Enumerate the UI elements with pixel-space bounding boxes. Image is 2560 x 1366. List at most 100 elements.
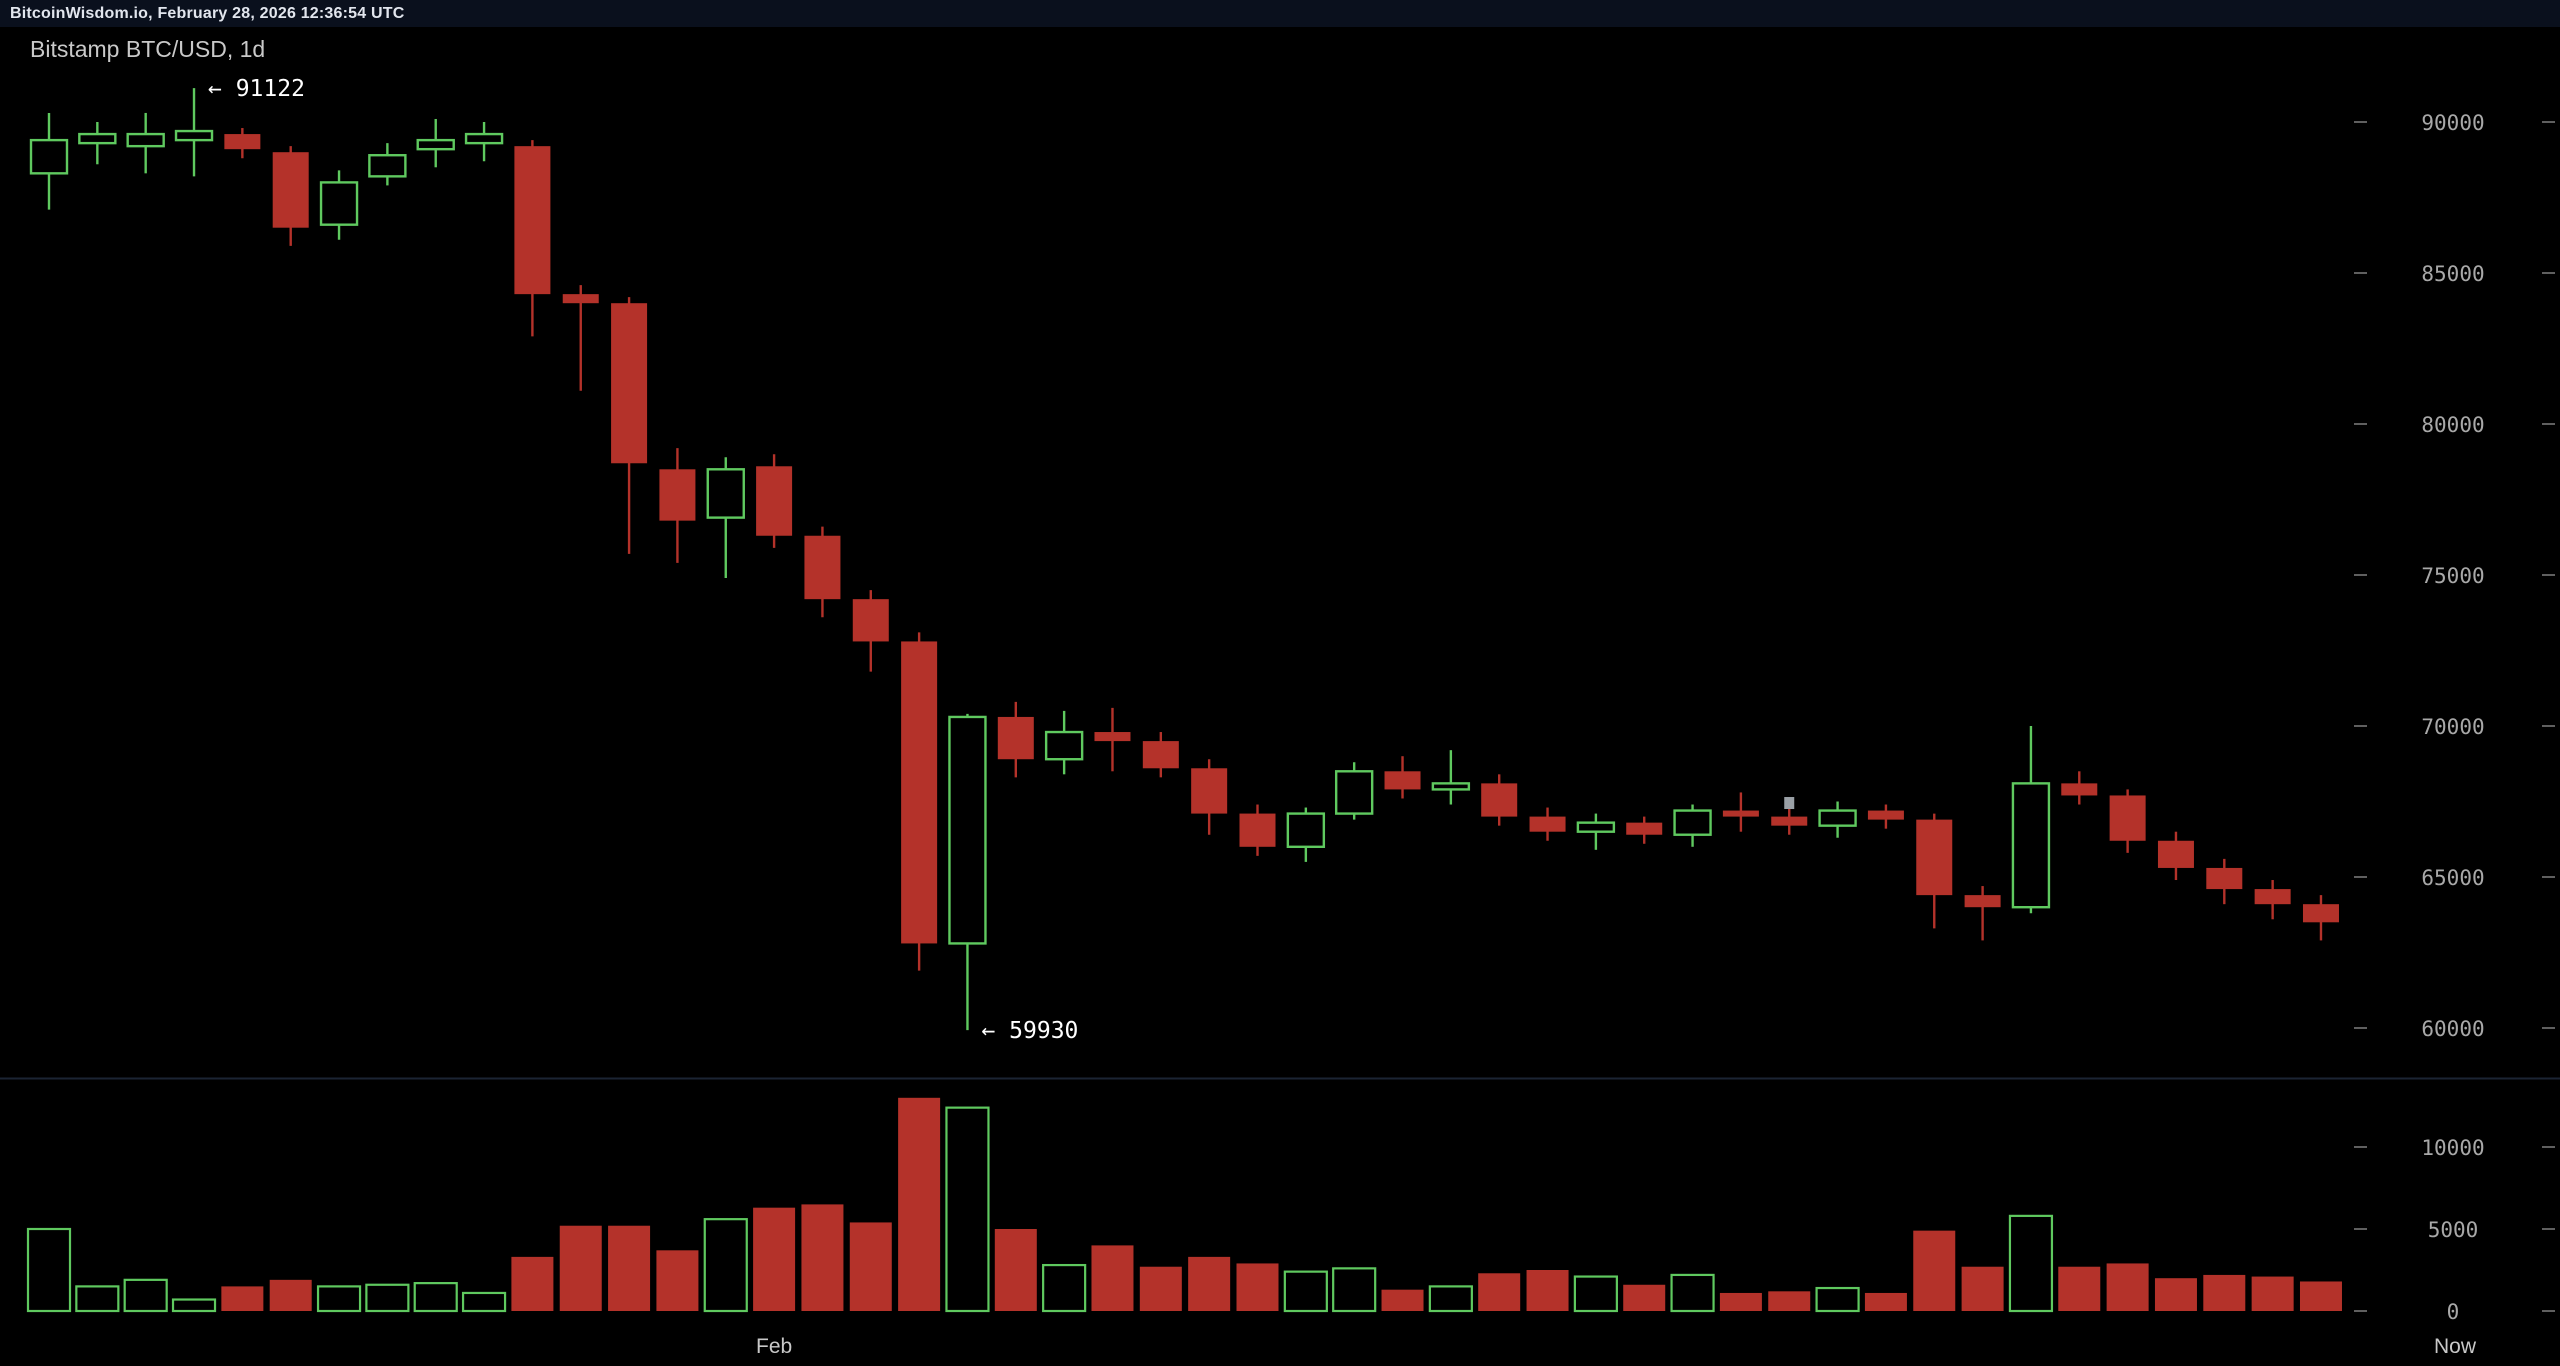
high-price-annotation: ← 91122 — [208, 76, 305, 102]
candle-body — [852, 599, 889, 642]
volume-bar — [413, 1282, 458, 1313]
candle-body — [1964, 895, 2001, 908]
candle-body — [1142, 741, 1179, 769]
candle-body — [272, 152, 309, 228]
volume-bar — [1526, 1270, 1569, 1311]
volume-bar — [1864, 1292, 1907, 1311]
xaxis-now-label: Now — [2434, 1335, 2477, 1358]
candle-body — [464, 132, 504, 145]
volume-bar — [269, 1279, 312, 1311]
candle-body — [1626, 822, 1663, 835]
volume-bar — [365, 1283, 410, 1313]
price-tick-label: 80000 — [2421, 413, 2484, 437]
candle-body — [319, 181, 359, 226]
volume-bar — [2106, 1263, 2149, 1311]
volume-bar — [994, 1229, 1037, 1311]
price-tick-label: 70000 — [2421, 715, 2484, 739]
candle-body — [1916, 819, 1953, 896]
volume-bar — [26, 1227, 72, 1313]
volume-bar — [2203, 1274, 2246, 1311]
candle-body — [2109, 795, 2146, 841]
candle-body — [1818, 809, 1857, 827]
candle-body — [706, 468, 745, 519]
candle-body — [2302, 904, 2339, 923]
volume-bar — [753, 1207, 796, 1311]
candle-body — [1384, 771, 1421, 790]
volume-bar — [1283, 1270, 1328, 1313]
candle-body — [416, 138, 455, 151]
volume-bar — [1091, 1245, 1134, 1311]
candle-body — [1576, 821, 1616, 833]
candle-body — [2157, 840, 2194, 868]
candle-body — [1481, 783, 1518, 817]
volume-bar — [1428, 1285, 1473, 1313]
candle-body — [611, 303, 648, 464]
volume-bar — [221, 1286, 264, 1311]
volume-bar — [2008, 1214, 2054, 1313]
volume-bar — [123, 1278, 168, 1313]
volume-bar — [1913, 1230, 1956, 1311]
volume-bar — [898, 1097, 941, 1311]
volume-bar — [945, 1106, 990, 1313]
candle-body — [901, 641, 938, 944]
xaxis-month-label: Feb — [756, 1335, 792, 1358]
candle-body — [1334, 770, 1374, 815]
volume-bar — [511, 1256, 554, 1311]
candle-body — [1771, 816, 1808, 826]
volume-bar — [2058, 1266, 2101, 1311]
tiny-marker — [1784, 797, 1795, 810]
volume-bar — [1768, 1291, 1811, 1311]
candle-body — [368, 154, 407, 178]
volume-bar — [75, 1285, 120, 1313]
volume-tick-label: 0 — [2447, 1300, 2460, 1324]
volume-bar — [1236, 1263, 1279, 1311]
volume-bar — [1573, 1275, 1618, 1313]
volume-bar — [703, 1218, 748, 1313]
volume-tick-label: 5000 — [2428, 1218, 2479, 1242]
price-tick-label: 65000 — [2421, 866, 2484, 890]
candle-body — [1867, 810, 1904, 820]
status-bar-text: BitcoinWisdom.io, February 28, 2026 12:3… — [10, 4, 405, 22]
volume-bar — [559, 1225, 602, 1311]
volume-bar — [656, 1250, 699, 1311]
price-tick-label: 75000 — [2421, 564, 2484, 588]
candle-body — [126, 132, 165, 148]
volume-bar — [849, 1222, 892, 1311]
volume-bar — [1670, 1273, 1715, 1313]
volume-bar — [608, 1225, 651, 1311]
volume-bar — [2299, 1281, 2342, 1311]
price-tick-label: 60000 — [2421, 1017, 2484, 1041]
candle-body — [2206, 867, 2243, 890]
volume-bar — [1961, 1266, 2004, 1311]
volume-bar — [1478, 1273, 1521, 1311]
volume-bar — [171, 1298, 217, 1313]
chart-title: Bitstamp BTC/USD, 1d — [30, 36, 266, 62]
candle-body — [1722, 810, 1759, 817]
candle-body — [1044, 730, 1084, 761]
volume-bar — [1042, 1263, 1087, 1313]
volume-bar — [1719, 1292, 1762, 1311]
low-price-annotation: ← 59930 — [981, 1018, 1078, 1044]
volume-bar — [1332, 1267, 1377, 1313]
volume-bar — [1381, 1289, 1424, 1311]
candle-body — [1094, 732, 1131, 742]
candle-body — [2061, 783, 2098, 796]
price-tick-label: 90000 — [2421, 111, 2484, 135]
candle-body — [756, 466, 793, 536]
volume-bar — [1623, 1284, 1666, 1311]
price-tick-label: 85000 — [2421, 262, 2484, 286]
candle-body — [2254, 889, 2291, 905]
candle-body — [514, 146, 551, 295]
volume-bar — [1188, 1256, 1231, 1311]
top-status-bar: BitcoinWisdom.io, February 28, 2026 12:3… — [0, 0, 2560, 27]
candle-body — [997, 716, 1034, 760]
candle-body — [948, 715, 987, 945]
candle-body — [29, 138, 69, 175]
volume-bar — [1815, 1286, 1860, 1313]
candle-body — [562, 294, 599, 304]
candle-body — [78, 132, 117, 145]
candle-body — [659, 469, 696, 521]
candle-body — [224, 134, 261, 150]
candle-body — [1673, 809, 1712, 836]
